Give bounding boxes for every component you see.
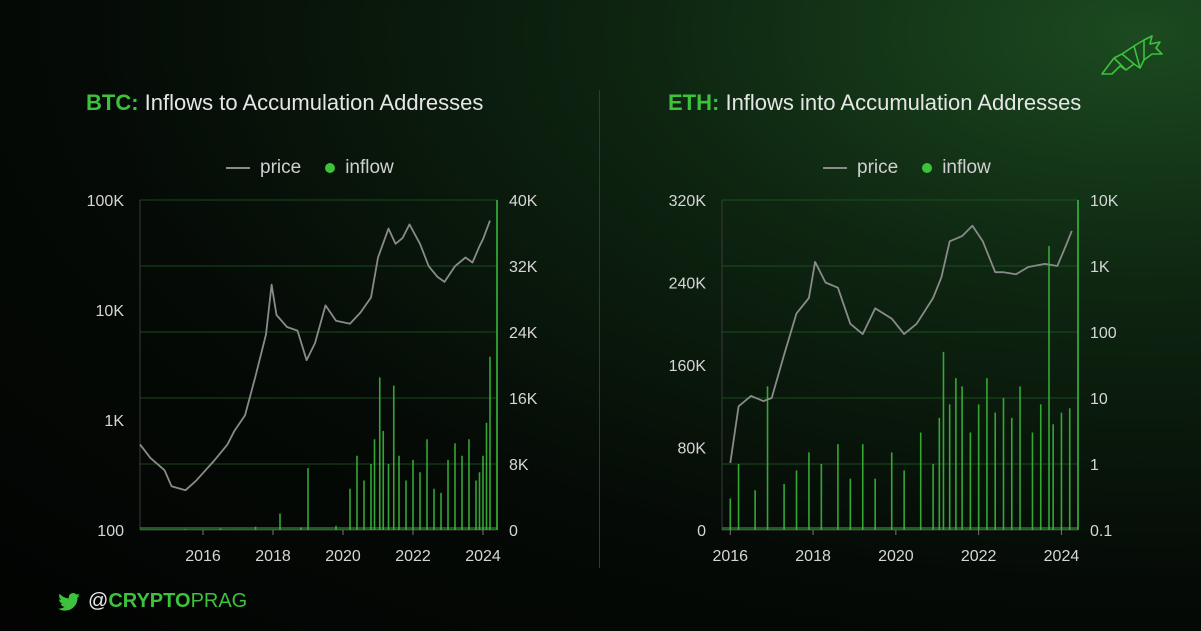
eth-right-tick-label: 1 bbox=[1090, 457, 1099, 474]
handle-at: @ bbox=[88, 590, 109, 612]
eth-legend-price: price bbox=[857, 157, 899, 178]
btc-right-tick-label: 40K bbox=[509, 193, 538, 210]
btc-left-tick-label: 1K bbox=[104, 413, 124, 430]
eth-left-tick-label: 320K bbox=[669, 193, 707, 210]
eth-x-tick-label: 2022 bbox=[961, 548, 997, 565]
handle-light: PRAG bbox=[190, 590, 248, 612]
eth-x-tick-label: 2018 bbox=[795, 548, 831, 565]
eth-left-tick-label: 160K bbox=[669, 358, 707, 375]
btc-right-tick-label: 24K bbox=[509, 325, 538, 342]
eth-x-tick-label: 2016 bbox=[712, 548, 748, 565]
btc-right-tick-label: 32K bbox=[509, 259, 538, 276]
handle-bold: CRYPTO bbox=[108, 590, 191, 612]
btc-right-tick-label: 0 bbox=[509, 523, 518, 540]
btc-inflow-baseline bbox=[140, 527, 497, 530]
eth-right-tick-label: 0.1 bbox=[1090, 523, 1112, 540]
btc-left-tick-label: 100K bbox=[87, 193, 125, 210]
twitter-bird-icon bbox=[58, 592, 80, 611]
btc-legend-inflow: inflow bbox=[345, 157, 394, 178]
btc-x-tick-label: 2020 bbox=[325, 548, 361, 565]
eth-left-tick-label: 0 bbox=[697, 523, 706, 540]
btc-ticker: BTC: bbox=[86, 90, 139, 115]
btc-right-tick-label: 16K bbox=[509, 391, 538, 408]
btc-price-line bbox=[139, 220, 491, 492]
price-legend-swatch bbox=[823, 167, 847, 169]
eth-right-tick-label: 10K bbox=[1090, 193, 1119, 210]
inflow-legend-swatch bbox=[325, 163, 336, 173]
btc-chart-title: BTC: Inflows to Accumulation Addresses bbox=[86, 90, 483, 116]
price-legend-swatch bbox=[226, 167, 250, 169]
bull-logo-icon bbox=[1101, 35, 1163, 75]
btc-x-tick-label: 2024 bbox=[465, 548, 501, 565]
eth-left-tick-label: 80K bbox=[678, 441, 707, 458]
eth-right-tick-label: 1K bbox=[1090, 259, 1110, 276]
eth-ticker: ETH: bbox=[668, 90, 720, 115]
panel-divider bbox=[599, 90, 600, 568]
eth-left-tick-label: 240K bbox=[669, 276, 707, 293]
btc-legend-price: price bbox=[260, 157, 302, 178]
btc-left-tick-label: 10K bbox=[96, 303, 125, 320]
btc-left-tick-label: 100 bbox=[97, 523, 124, 540]
btc-x-tick-label: 2018 bbox=[255, 548, 291, 565]
btc-x-tick-label: 2016 bbox=[185, 548, 221, 565]
eth-legend: price inflow bbox=[823, 157, 991, 179]
eth-x-tick-label: 2020 bbox=[878, 548, 914, 565]
btc-legend: price inflow bbox=[226, 157, 394, 179]
eth-price-line bbox=[729, 224, 1073, 464]
btc-x-tick-label: 2022 bbox=[395, 548, 431, 565]
inflow-legend-swatch bbox=[922, 163, 933, 173]
eth-title-text: Inflows into Accumulation Addresses bbox=[725, 90, 1082, 115]
btc-title-text: Inflows to Accumulation Addresses bbox=[144, 90, 484, 115]
footer-handle[interactable]: @CRYPTOPRAG bbox=[58, 590, 247, 613]
eth-right-tick-label: 100 bbox=[1090, 325, 1117, 342]
eth-right-tick-label: 10 bbox=[1090, 391, 1108, 408]
eth-inflow-baseline bbox=[722, 527, 1078, 530]
eth-chart-title: ETH: Inflows into Accumulation Addresses bbox=[668, 90, 1081, 116]
eth-x-tick-label: 2024 bbox=[1044, 548, 1080, 565]
eth-legend-inflow: inflow bbox=[942, 157, 991, 178]
btc-right-tick-label: 8K bbox=[509, 457, 529, 474]
